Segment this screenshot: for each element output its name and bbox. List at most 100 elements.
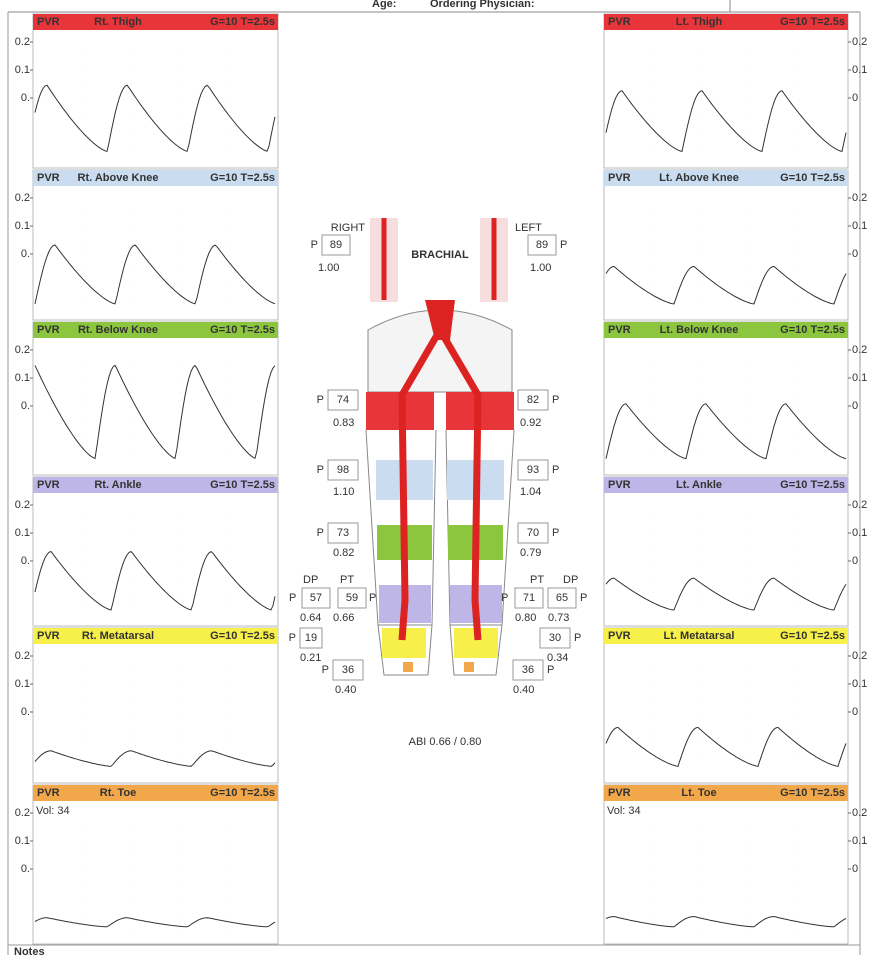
axis-label: 0.2 xyxy=(852,650,867,662)
index-value: 0.40 xyxy=(513,684,534,696)
pressure-value: 74 xyxy=(337,394,349,406)
pressure-value: 59 xyxy=(346,592,358,604)
panel-label: PVR xyxy=(37,16,60,28)
axis-label: 0.1 xyxy=(15,64,30,76)
panel-label: PVR xyxy=(608,479,631,491)
pressure-prefix: P xyxy=(317,464,324,476)
pressure-value: 36 xyxy=(522,664,534,676)
panel-label: PVR xyxy=(37,172,60,184)
axis-label: 0.1 xyxy=(15,835,30,847)
pressure-prefix: P xyxy=(574,632,581,644)
panel xyxy=(33,785,278,944)
axis-label: 0 xyxy=(852,706,858,718)
panel-settings: G=10 T=2.5s xyxy=(780,787,845,799)
panel-settings: G=10 T=2.5s xyxy=(780,630,845,642)
panel-site: Lt. Metatarsal xyxy=(664,630,735,642)
rt-toe-band xyxy=(403,662,413,672)
pressure-value: 89 xyxy=(536,239,548,251)
pressure-prefix: P xyxy=(552,527,559,539)
pressure-prefix: P xyxy=(501,592,508,604)
pressure-prefix: P xyxy=(580,592,587,604)
panel xyxy=(33,322,278,475)
axis-label: 0.1 xyxy=(852,64,867,76)
panel-site: Rt. Ankle xyxy=(94,479,141,491)
panel-settings: G=10 T=2.5s xyxy=(210,172,275,184)
axis-label: 0. xyxy=(21,863,30,875)
panel-settings: G=10 T=2.5s xyxy=(210,787,275,799)
axis-label: 0 xyxy=(852,863,858,875)
panel-settings: G=10 T=2.5s xyxy=(780,324,845,336)
panel-settings: G=10 T=2.5s xyxy=(780,16,845,28)
panel-site: Lt. Above Knee xyxy=(659,172,739,184)
panel-label: PVR xyxy=(608,16,631,28)
axis-label: 0. xyxy=(21,706,30,718)
panel-site: Rt. Above Knee xyxy=(78,172,159,184)
axis-label: 0.2 xyxy=(15,650,30,662)
pressure-value: 82 xyxy=(527,394,539,406)
panel-label: PVR xyxy=(608,630,631,642)
physician-label: Ordering Physician: xyxy=(430,0,535,10)
axis-label: 0.1 xyxy=(852,220,867,232)
pressure-value: 30 xyxy=(549,632,561,644)
index-value: 1.10 xyxy=(333,486,354,498)
axis-label: 0.2 xyxy=(15,807,30,819)
panel-label: PVR xyxy=(608,787,631,799)
panel-site: Rt. Thigh xyxy=(94,16,142,28)
index-value: 0.83 xyxy=(333,417,354,429)
panel-site: Lt. Ankle xyxy=(676,479,722,491)
index-value: 0.80 xyxy=(515,612,536,624)
pressure-value: 71 xyxy=(523,592,535,604)
axis-label: 0 xyxy=(852,555,858,567)
panel-settings: G=10 T=2.5s xyxy=(210,630,275,642)
panel-settings: G=10 T=2.5s xyxy=(780,172,845,184)
pressure-prefix: P xyxy=(289,592,296,604)
pressure-value: 70 xyxy=(527,527,539,539)
panel xyxy=(33,170,278,320)
pressure-prefix: P xyxy=(560,239,567,251)
panel xyxy=(604,170,848,320)
pressure-prefix: P xyxy=(317,394,324,406)
index-value: 0.73 xyxy=(548,612,569,624)
side-label: RIGHT xyxy=(331,222,366,234)
index-value: 0.34 xyxy=(547,652,568,664)
index-value: 1.00 xyxy=(318,262,339,274)
panel xyxy=(604,14,848,168)
panel-site: Lt. Thigh xyxy=(676,16,723,28)
axis-label: 0. xyxy=(21,248,30,260)
panel-settings: G=10 T=2.5s xyxy=(210,16,275,28)
axis-label: 0.2 xyxy=(852,499,867,511)
volume-label: Vol: 34 xyxy=(36,805,70,817)
ankle-label: DP xyxy=(563,574,578,586)
index-value: 0.64 xyxy=(300,612,321,624)
axis-label: 0.1 xyxy=(15,372,30,384)
pressure-value: 73 xyxy=(337,527,349,539)
panel-label: PVR xyxy=(37,324,60,336)
panel xyxy=(604,477,848,626)
axis-label: 0. xyxy=(21,92,30,104)
panel-settings: G=10 T=2.5s xyxy=(210,324,275,336)
abi-summary: ABI 0.66 / 0.80 xyxy=(409,736,482,748)
panel-site: Lt. Below Knee xyxy=(660,324,739,336)
axis-label: 0.1 xyxy=(15,678,30,690)
axis-label: 0.2 xyxy=(852,344,867,356)
panel xyxy=(604,628,848,783)
lt-toe-band xyxy=(464,662,474,672)
panel-label: PVR xyxy=(608,324,631,336)
pressure-value: 36 xyxy=(342,664,354,676)
panel-label: PVR xyxy=(37,479,60,491)
pressure-prefix: P xyxy=(322,664,329,676)
ankle-label: PT xyxy=(340,574,354,586)
axis-label: 0. xyxy=(21,400,30,412)
index-value: 0.66 xyxy=(333,612,354,624)
pressure-value: 19 xyxy=(305,632,317,644)
axis-label: 0.1 xyxy=(15,527,30,539)
notes-label: Notes xyxy=(14,946,45,955)
pressure-prefix: P xyxy=(369,592,376,604)
pressure-value: 65 xyxy=(556,592,568,604)
axis-label: 0.2 xyxy=(15,36,30,48)
pressure-prefix: P xyxy=(547,664,554,676)
axis-label: 0.1 xyxy=(852,678,867,690)
index-value: 0.92 xyxy=(520,417,541,429)
pressure-prefix: P xyxy=(552,394,559,406)
index-value: 0.79 xyxy=(520,547,541,559)
